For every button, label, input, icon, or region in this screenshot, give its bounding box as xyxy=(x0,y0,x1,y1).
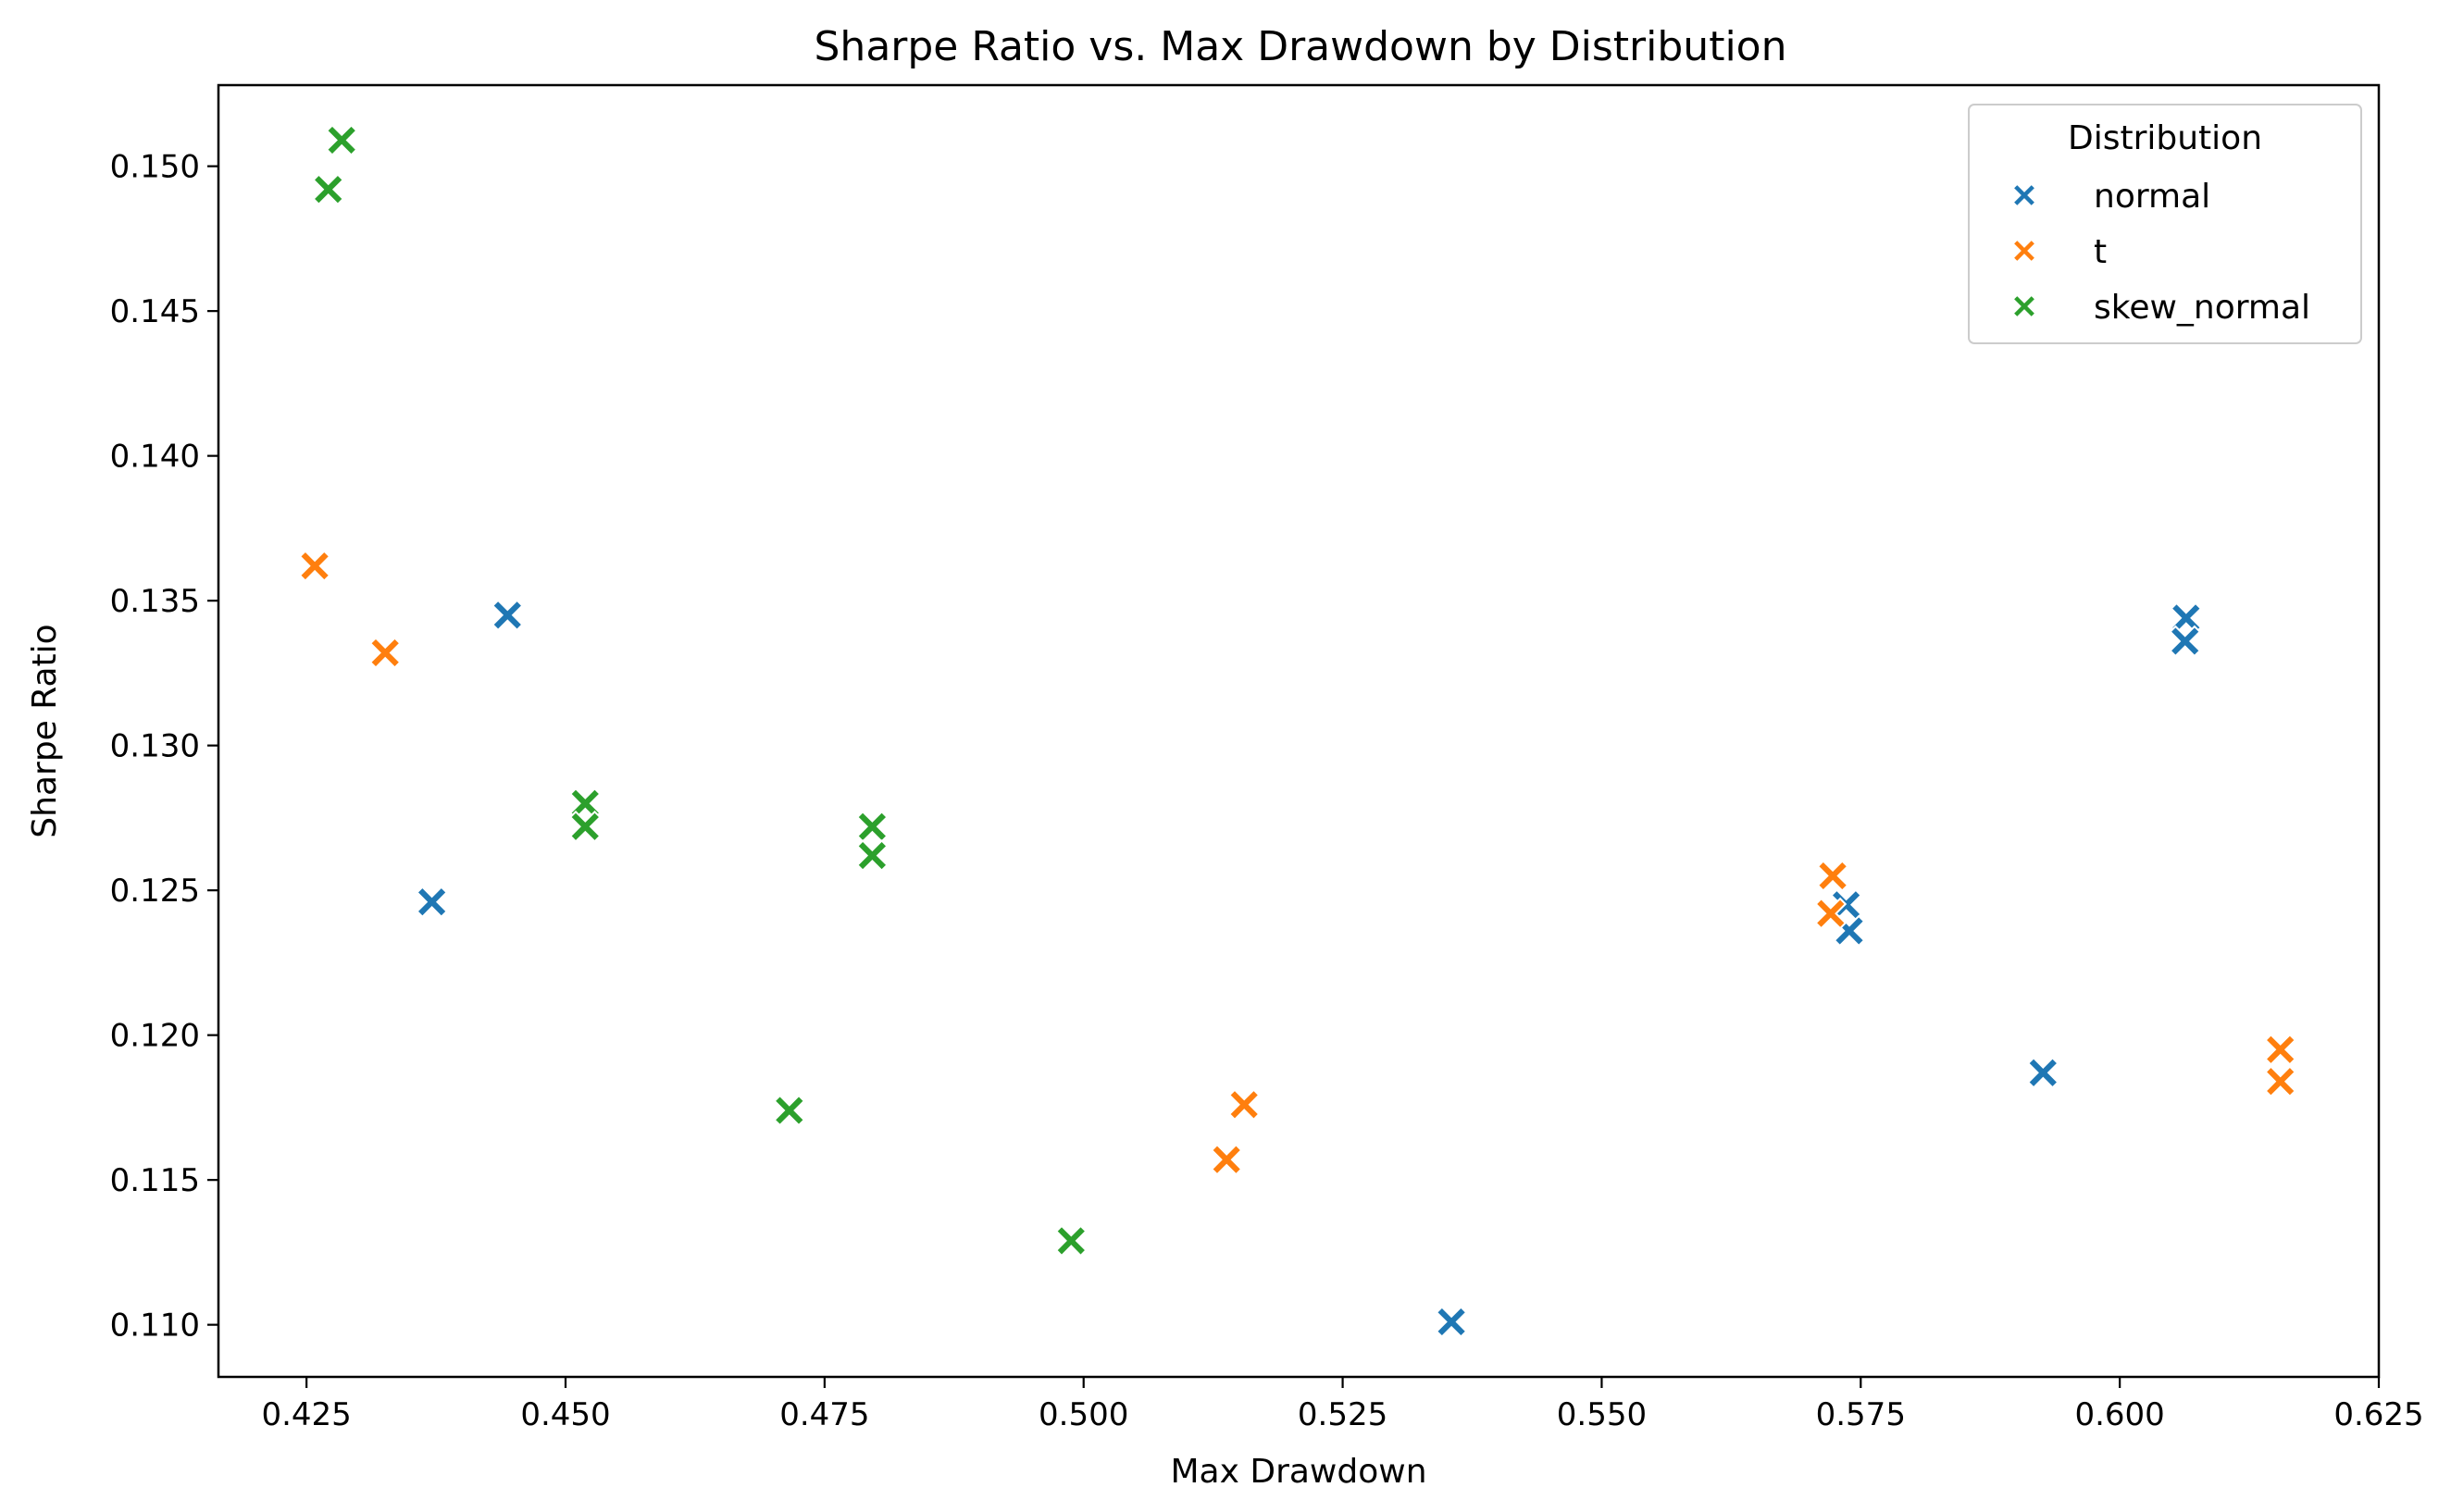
x-tick-label: 0.475 xyxy=(779,1396,869,1433)
legend-marker-normal xyxy=(2011,182,2037,208)
legend-label-t: t xyxy=(2094,233,2107,271)
x-axis: 0.425 0.450 0.475 0.500 0.525 0.550 0.575 0.600… xyxy=(261,1377,2424,1433)
legend-marker-t xyxy=(2011,238,2037,264)
point-t-2 xyxy=(1210,1143,1243,1176)
y-tick-label: 0.140 xyxy=(110,439,200,476)
x-tick-label: 0.625 xyxy=(2333,1396,2423,1433)
y-tick-label: 0.110 xyxy=(110,1308,200,1345)
x-tick-label: 0.500 xyxy=(1039,1396,1128,1433)
legend-marker-skew_normal xyxy=(2011,293,2037,319)
point-skew_normal-1 xyxy=(312,173,345,206)
x-tick-label: 0.600 xyxy=(2074,1396,2164,1433)
legend-title: Distribution xyxy=(2068,119,2262,157)
point-t-6 xyxy=(2264,1033,2297,1066)
y-axis: 0.110 0.115 0.120 0.125 0.130 0.135 0.140 0.145… xyxy=(110,149,218,1345)
x-tick-label: 0.450 xyxy=(520,1396,610,1433)
x-axis-label: Max Drawdown xyxy=(1170,1453,1426,1491)
point-skew_normal-7 xyxy=(1054,1224,1088,1258)
y-tick-label: 0.135 xyxy=(110,583,200,620)
y-tick-label: 0.145 xyxy=(110,293,200,330)
y-tick-label: 0.150 xyxy=(110,149,200,186)
x-tick-label: 0.525 xyxy=(1298,1396,1387,1433)
point-t-4 xyxy=(1816,860,1849,892)
legend-label-skew_normal: skew_normal xyxy=(2094,289,2310,327)
point-normal-2 xyxy=(1435,1306,1468,1338)
plot-area-frame xyxy=(217,83,2381,1379)
point-skew_normal-4 xyxy=(773,1094,806,1127)
point-t-1 xyxy=(368,637,402,669)
x-tick-label: 0.575 xyxy=(1816,1396,1906,1433)
data-points xyxy=(298,124,2297,1338)
point-t-7 xyxy=(2264,1065,2297,1098)
y-tick-label: 0.130 xyxy=(110,728,200,765)
y-axis-label: Sharpe Ratio xyxy=(26,624,64,837)
point-skew_normal-6 xyxy=(855,839,889,873)
y-tick-label: 0.125 xyxy=(110,873,200,910)
x-tick-label: 0.550 xyxy=(1557,1396,1647,1433)
point-t-0 xyxy=(298,550,331,583)
chart-title: Sharpe Ratio vs. Max Drawdown by Distrib… xyxy=(815,23,1787,70)
y-tick-label: 0.115 xyxy=(110,1162,200,1199)
legend-box xyxy=(1968,104,2362,344)
point-normal-1 xyxy=(416,886,449,919)
point-t-5 xyxy=(1814,897,1848,930)
legend: Distribution normal t skew_normal xyxy=(1968,104,2362,344)
y-tick-label: 0.120 xyxy=(110,1018,200,1055)
point-skew_normal-3 xyxy=(568,810,602,843)
point-skew_normal-0 xyxy=(325,124,358,156)
point-normal-0 xyxy=(491,599,524,632)
point-t-3 xyxy=(1227,1088,1261,1122)
point-normal-5 xyxy=(2026,1056,2059,1089)
legend-label-normal: normal xyxy=(2094,178,2210,216)
point-normal-7 xyxy=(2169,625,2202,658)
point-skew_normal-5 xyxy=(855,810,889,843)
x-tick-label: 0.425 xyxy=(261,1396,351,1433)
legend-items: normal t skew_normal xyxy=(2011,178,2310,327)
